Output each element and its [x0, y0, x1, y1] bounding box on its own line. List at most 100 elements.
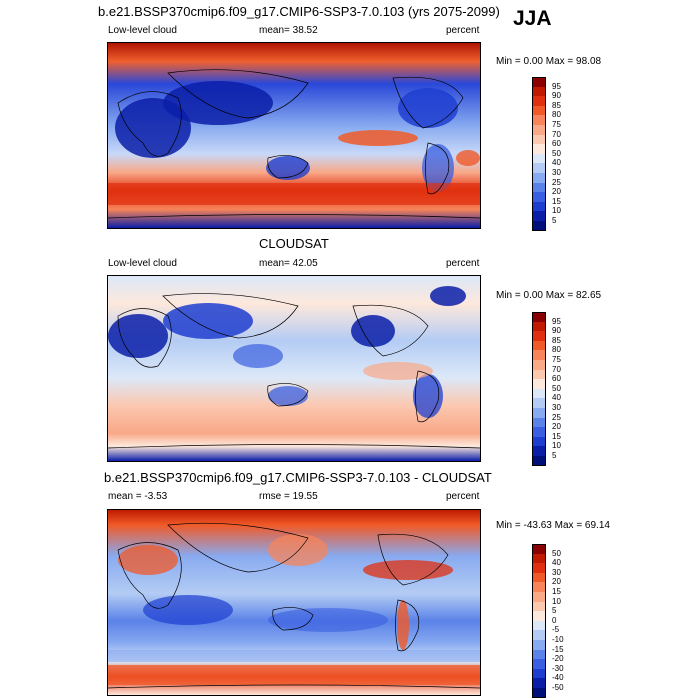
- panel3-colorbar-tick-label: -40: [552, 673, 564, 683]
- panel3-colorbar-tick-label: 40: [552, 558, 561, 568]
- panel1-minmax-label: Min = 0.00 Max = 98.08: [496, 56, 602, 67]
- panel2-region-namerica: [351, 315, 395, 347]
- panel3-coastline-australia: [272, 607, 314, 631]
- panel3-coastline-africa: [117, 542, 182, 609]
- panel2-colorbar-swatch: [532, 379, 546, 390]
- panel1-colorbar-tick-label: 30: [552, 168, 561, 177]
- panel2-colorbar-swatch: [532, 340, 546, 351]
- panel2-coastline-antarctica: [108, 444, 480, 449]
- panel3-region-southern-ocean: [108, 665, 480, 685]
- panel1-region-asia: [163, 81, 273, 125]
- panel3-mean-label: mean = -3.53: [108, 491, 168, 502]
- panel2-colorbar-swatch: [532, 331, 546, 342]
- panel1-colorbar-swatch: [532, 86, 546, 97]
- panel3-colorbar-swatch: [532, 620, 546, 631]
- panel3-colorbar-tick-label: -30: [552, 663, 564, 673]
- panel1-coastline-samerica: [425, 142, 450, 195]
- panel3-coastline-namerica: [377, 533, 449, 586]
- panel2-coastline-australia: [267, 383, 309, 407]
- panel1-coastline-namerica: [392, 76, 464, 129]
- panel3-colorbar-tick-label: 20: [552, 577, 561, 587]
- panel2-colorbar-swatch: [532, 456, 546, 467]
- panel2-colorbar-tick-label: 80: [552, 345, 561, 355]
- panel3-colorbar-swatch: [532, 678, 546, 689]
- panel1-colorbar-tick-label: 25: [552, 177, 561, 187]
- panel2-coastline-asia: [162, 293, 299, 339]
- panel3-colorbar-tick-label: -10: [552, 635, 564, 644]
- panel1-colorbar-swatch: [532, 134, 546, 145]
- panel1-title: b.e21.BSSP370cmip6.f09_g17.CMIP6-SSP3-7.…: [98, 4, 500, 19]
- panel1-colorbar-tick-label: 95: [552, 81, 561, 91]
- panel1-colorbar-tick-label: 10: [552, 206, 561, 216]
- panel3-colorbar-swatch: [532, 649, 546, 660]
- panel3-colorbar-tick-label: -50: [552, 683, 564, 692]
- panel2-colorbar-swatch: [532, 350, 546, 361]
- panel2-colorbar-swatch: [532, 446, 546, 457]
- panel1-colorbar-tick-label: 70: [552, 129, 561, 139]
- panel1-colorbar-swatch: [532, 115, 546, 126]
- panel2-map: [107, 275, 481, 462]
- panel3-colorbar-swatch: [532, 563, 546, 574]
- panel3-colorbar-swatch: [532, 544, 546, 555]
- panel2-region-pacific-sc: [363, 362, 433, 380]
- panel3-colorbar-swatch: [532, 640, 546, 651]
- panel1-colorbar-tick-label: 5: [552, 216, 557, 225]
- panel3-colorbar-swatch: [532, 592, 546, 603]
- panel3-region-indian: [143, 595, 233, 625]
- panel3-colorbar-tick-label: -15: [552, 644, 564, 654]
- panel1-region-namerica: [398, 88, 458, 128]
- panel1-variable-label: Low-level cloud: [108, 25, 177, 36]
- panel1-colorbar-tick-label: 80: [552, 110, 561, 120]
- panel1-colorbar-tick-label: 15: [552, 196, 561, 206]
- panel2-colorbar-tick-label: 25: [552, 412, 561, 422]
- panel1-colorbar-swatch: [532, 153, 546, 164]
- panel3-colorbar-swatch: [532, 582, 546, 593]
- panel1-colorbar-swatch: [532, 201, 546, 212]
- panel1-colorbar-tick-label: 85: [552, 100, 561, 110]
- panel2-colorbar-tick-label: 75: [552, 355, 561, 364]
- panel1-colorbar-tick-label: 90: [552, 91, 561, 101]
- panel2-colorbar-swatch: [532, 312, 546, 323]
- panel2-colorbar-tick-label: 40: [552, 393, 561, 403]
- panel2-mean-label: mean= 42.05: [259, 258, 318, 269]
- panel1-colorbar-swatch: [532, 144, 546, 155]
- panel2-colorbar-tick-label: 30: [552, 403, 561, 412]
- panel3-minmax-label: Min = -43.63 Max = 69.14: [496, 520, 610, 531]
- panel1-colorbar-swatch: [532, 125, 546, 136]
- panel3-region-samerica: [397, 600, 409, 650]
- panel2-colorbar-tick-label: 50: [552, 383, 561, 393]
- panel3-colorbar-swatch: [532, 630, 546, 641]
- panel2-colorbar-tick-label: 60: [552, 374, 561, 384]
- panel1-colorbar-tick-label: 50: [552, 148, 561, 158]
- panel3-region-tropics: [268, 608, 388, 632]
- panel1-region-samerica: [422, 144, 454, 192]
- panel1-colorbar-tick-label: 60: [552, 139, 561, 149]
- panel3-coastline-asia: [167, 522, 309, 573]
- panel1-colorbar-swatch: [532, 192, 546, 203]
- panel1-region-southern-ocean: [108, 183, 480, 205]
- panel2-region-arctic: [430, 286, 466, 306]
- panel2-colorbar-swatch: [532, 408, 546, 419]
- panel2-colorbar-tick-label: 10: [552, 441, 561, 451]
- panel1-colorbar-swatch: [532, 211, 546, 222]
- panel2-colorbar-swatch: [532, 360, 546, 371]
- panel1-coastline-australia: [267, 155, 309, 179]
- panel2-colorbar-tick-label: 90: [552, 326, 561, 336]
- panel2-colorbar-tick-label: 95: [552, 316, 561, 326]
- panel3-map: [107, 509, 481, 696]
- panel3-colorbar-swatch: [532, 572, 546, 583]
- panel3-coastline-antarctica: [108, 684, 480, 689]
- panel2-colorbar-tick-label: 5: [552, 451, 557, 460]
- panel1-map: [107, 42, 481, 229]
- panel3-colorbar-tick-label: -20: [552, 654, 564, 664]
- panel1-colorbar-swatch: [532, 163, 546, 174]
- season-label: JJA: [513, 7, 552, 30]
- panel1-colorbar-tick-label: 40: [552, 158, 561, 168]
- panel3-region-pacific: [363, 560, 453, 580]
- panel1-region-atlantic-sc: [456, 150, 480, 166]
- panel3-colorbar-swatch: [532, 611, 546, 622]
- panel3-colorbar-swatch: [532, 659, 546, 670]
- panel1-colorbar-swatch: [532, 182, 546, 193]
- panel1-colorbar-swatch: [532, 173, 546, 184]
- panel1-colorbar-tick-label: 20: [552, 187, 561, 197]
